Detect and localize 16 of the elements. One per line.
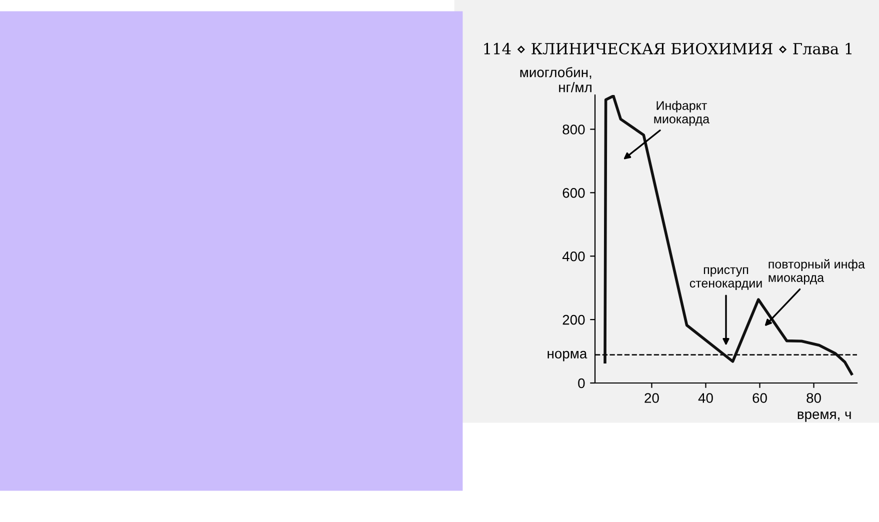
x-tick-label: 60: [752, 393, 767, 403]
y-axis-title: миоглобин, нг/мл: [520, 66, 592, 92]
annotation: приступ стенокардии: [690, 267, 762, 290]
x-tick-label: 40: [698, 393, 713, 403]
y-tick-label: 200: [562, 314, 585, 325]
chart-title: 114 ⋄ КЛИНИЧЕСКАЯ БИОХИМИЯ ⋄ Глава 1: [484, 42, 852, 54]
annotation: повторный инфа миокарда: [768, 259, 865, 284]
annotation: Инфаркт миокарда: [654, 100, 710, 126]
x-tick-label: 20: [644, 393, 659, 403]
ref-line-label: норма: [548, 350, 588, 362]
y-tick-label: 800: [562, 124, 585, 134]
x-axis-title: время, ч: [798, 412, 851, 422]
y-tick-label: 0: [578, 378, 585, 388]
x-tick-label: 80: [806, 393, 821, 403]
y-tick-label: 400: [562, 251, 585, 262]
y-tick-label: 600: [562, 188, 585, 198]
